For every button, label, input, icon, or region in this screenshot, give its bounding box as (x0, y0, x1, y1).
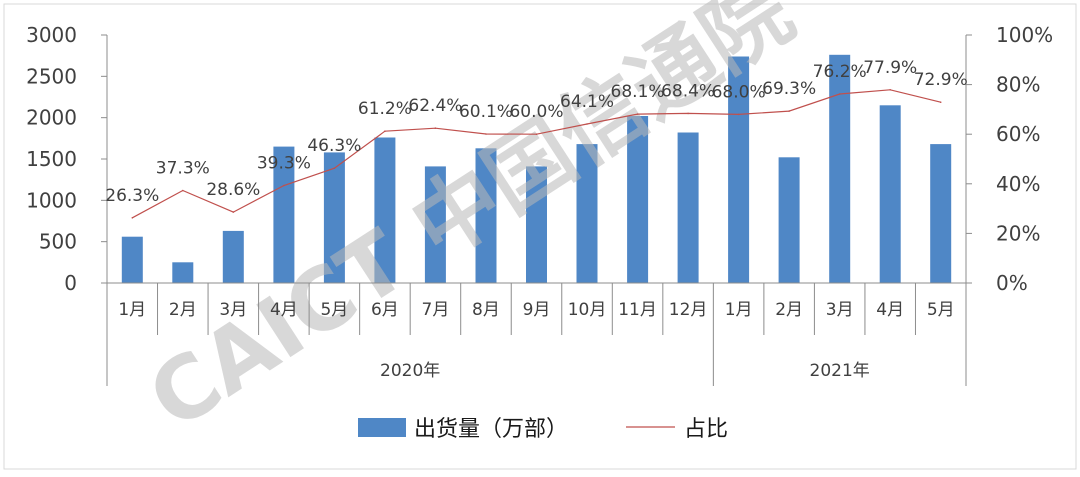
data-label: 26.3% (105, 186, 159, 206)
x-group-label: 2020年 (380, 361, 440, 381)
y-left-tick-label: 2500 (26, 64, 77, 88)
line-point (838, 93, 841, 95)
data-label: 72.9% (914, 70, 968, 90)
x-tick-label: 2月 (775, 300, 803, 320)
bar-series-layer (121, 54, 952, 283)
y-right-tick-label: 80% (996, 73, 1040, 97)
data-label: 46.3% (307, 136, 361, 156)
legend-swatch-bar (358, 418, 406, 437)
line-point (131, 217, 134, 219)
data-label: 69.3% (762, 79, 816, 99)
x-tick-label: 8月 (472, 300, 500, 320)
bar (778, 157, 800, 283)
line-point (939, 101, 942, 103)
x-tick-label: 4月 (876, 300, 904, 320)
bar (526, 166, 547, 283)
line-point (333, 167, 336, 169)
y-left-tick-label: 3000 (26, 23, 77, 47)
x-tick-label: 5月 (320, 300, 348, 320)
data-label: 68.0% (712, 82, 766, 102)
legend: 出货量（万部） 占比 (358, 417, 728, 442)
data-labels-layer: 26.3% 37.3%28.6% 39.3%46.3% 61.2%62.4%60.1%… (105, 58, 967, 206)
line-point (636, 113, 639, 115)
x-tick-label: 1月 (725, 300, 753, 320)
bar (273, 146, 295, 283)
line-point (586, 123, 588, 125)
line-point (182, 189, 184, 192)
axes-layer: 0 500 1000 1500 2000 2500 3000 0% 20% 40% 60% 80% 10… (26, 23, 1053, 386)
data-label: 61.2% (358, 99, 412, 119)
bar (627, 116, 649, 283)
x-tick-label: 3月 (219, 300, 247, 320)
watermark: CAICT 中国信通院 (132, 0, 810, 450)
data-label: 62.4% (408, 96, 462, 116)
data-label: 37.3% (156, 159, 210, 179)
watermark-text: CAICT 中国信通院 (132, 0, 810, 450)
x-tick-label: 4月 (270, 300, 298, 320)
bar (121, 236, 143, 283)
x-tick-label: 7月 (422, 300, 450, 320)
chart-border (3, 3, 1077, 470)
line-point (889, 89, 891, 91)
y-left-tick-label: 2000 (26, 106, 77, 130)
y-right-tick-label: 60% (996, 122, 1040, 146)
x-tick-label: 2月 (169, 300, 197, 320)
y-right-tick-label: 0% (996, 271, 1028, 295)
line-point (232, 211, 235, 213)
y-left-tick-label: 0 (64, 271, 77, 295)
y-right-tick-label: 20% (996, 221, 1040, 245)
line-point (535, 133, 538, 135)
bar (374, 137, 396, 283)
bar (576, 144, 598, 283)
bar (677, 132, 699, 283)
data-label: 28.6% (206, 180, 260, 200)
bar (728, 56, 750, 283)
x-tick-label: 6月 (371, 300, 399, 320)
x-tick-label: 12月 (669, 300, 708, 320)
legend-label-line: 占比 (684, 417, 728, 442)
line-point (737, 113, 740, 116)
bar (172, 262, 194, 283)
bar (829, 54, 851, 283)
data-label: 60.1% (459, 102, 513, 122)
y-right-tick-label: 40% (996, 172, 1040, 196)
bar (879, 105, 901, 283)
bar (222, 230, 244, 283)
bar (424, 166, 446, 283)
y-left-tick-label: 1000 (26, 188, 77, 212)
x-tick-label: 3月 (826, 300, 854, 320)
bar (475, 148, 497, 283)
data-label: 76.2% (813, 62, 867, 82)
bar (930, 144, 952, 283)
x-tick-label: 1月 (118, 300, 146, 320)
line-point (384, 130, 386, 132)
data-label: 68.1% (611, 82, 665, 102)
x-tick-label: 10月 (568, 300, 607, 320)
data-label: 60.0% (509, 102, 563, 122)
line-point (687, 112, 689, 115)
y-left-tick-label: 500 (39, 230, 77, 254)
x-tick-label: 11月 (618, 300, 657, 320)
data-label: 64.1% (560, 92, 614, 112)
line-series-layer (131, 89, 942, 219)
line-point (434, 127, 437, 129)
x-tick-label: 5月 (927, 300, 955, 320)
data-label: 77.9% (863, 58, 917, 78)
legend-label-bar: 出货量（万部） (414, 417, 568, 442)
x-group-label: 2021年 (810, 361, 870, 381)
line-point (283, 184, 285, 187)
data-label: 68.4% (661, 81, 715, 101)
y-left-tick-label: 1500 (26, 147, 77, 171)
y-right-tick-label: 100% (996, 23, 1053, 47)
line-point (485, 133, 487, 135)
line-point (788, 110, 790, 112)
x-tick-label: 9月 (523, 300, 551, 320)
data-label: 39.3% (257, 154, 311, 174)
bar (323, 152, 345, 283)
